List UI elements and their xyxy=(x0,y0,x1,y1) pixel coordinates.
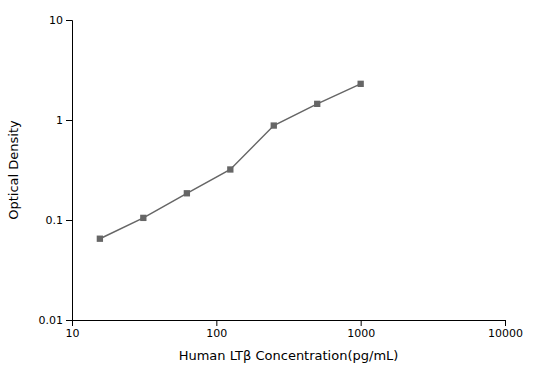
tick-label: 1000 xyxy=(347,327,375,340)
tick-label: 10 xyxy=(66,327,80,340)
marker xyxy=(314,101,320,107)
tick-mark xyxy=(66,120,72,121)
tick: 10000 xyxy=(488,320,523,340)
tick-label: 0.01 xyxy=(39,314,64,327)
tick-label: 100 xyxy=(206,327,227,340)
line xyxy=(100,84,361,239)
tick-label: 10000 xyxy=(488,327,523,340)
axis-line xyxy=(73,321,506,327)
tick-label: 0.1 xyxy=(46,214,64,227)
tick-mark xyxy=(66,20,72,21)
marker xyxy=(184,190,190,196)
tick-label: 10 xyxy=(49,14,63,27)
tick: 1000 xyxy=(347,320,375,340)
tick: 0.1 xyxy=(46,214,73,227)
tick-mark xyxy=(66,320,72,321)
tick-mark xyxy=(361,320,362,326)
tick: 1 xyxy=(56,114,72,127)
chart: 10 100 1000 10000 0.01 0.1 1 10 Human LTβ Concen… xyxy=(0,0,533,372)
marker xyxy=(271,122,277,128)
tick: 10 xyxy=(66,320,80,340)
axis-line xyxy=(66,21,73,321)
marker xyxy=(140,215,146,221)
marker xyxy=(358,81,364,87)
marker xyxy=(97,236,103,242)
y-axis-title: Optical Density xyxy=(6,120,21,220)
tick: 0.01 xyxy=(39,314,73,327)
x-axis-title: Human LTβ Concentration(pg/mL) xyxy=(179,348,399,363)
marker xyxy=(227,166,233,172)
tick-mark xyxy=(216,320,217,326)
tick: 100 xyxy=(206,320,227,340)
tick-mark xyxy=(505,320,506,326)
plot: 10 100 1000 10000 0.01 0.1 1 10 xyxy=(39,14,524,340)
tick-label: 1 xyxy=(56,114,63,127)
tick-mark xyxy=(66,220,72,221)
series xyxy=(97,81,364,242)
tick: 10 xyxy=(49,14,72,27)
y-axis: 0.01 0.1 1 10 xyxy=(39,14,73,327)
x-axis: 10 100 1000 10000 xyxy=(66,320,524,340)
